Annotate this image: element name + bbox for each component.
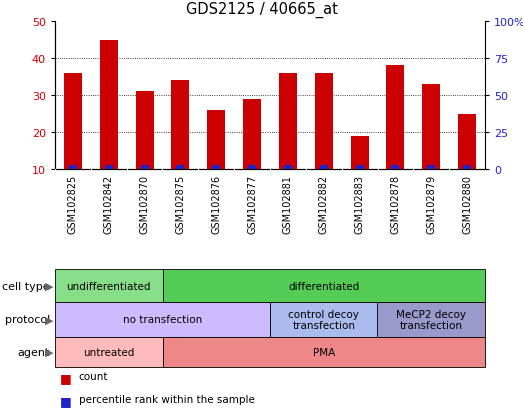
Text: GSM102880: GSM102880 <box>462 175 472 233</box>
Text: percentile rank within the sample: percentile rank within the sample <box>78 394 254 404</box>
Bar <box>55 269 163 302</box>
Bar <box>207 111 225 170</box>
Bar <box>391 165 400 170</box>
Text: agent: agent <box>17 347 50 357</box>
Text: GSM102877: GSM102877 <box>247 175 257 234</box>
Bar <box>163 269 485 302</box>
Bar <box>284 165 292 170</box>
Bar <box>458 114 476 170</box>
Text: GSM102870: GSM102870 <box>140 175 150 234</box>
Text: protocol: protocol <box>5 315 50 325</box>
Bar <box>172 81 189 170</box>
Text: GSM102878: GSM102878 <box>390 175 401 234</box>
Bar <box>243 100 261 170</box>
Text: GSM102876: GSM102876 <box>211 175 221 234</box>
Bar <box>135 92 154 170</box>
Text: count: count <box>78 371 108 381</box>
Text: GSM102883: GSM102883 <box>355 175 365 233</box>
Bar <box>176 165 185 170</box>
Text: MeCP2 decoy
transfection: MeCP2 decoy transfection <box>396 309 466 330</box>
Bar <box>55 302 270 337</box>
Text: GSM102881: GSM102881 <box>283 175 293 233</box>
Bar <box>55 337 163 367</box>
Text: undifferentiated: undifferentiated <box>66 281 151 291</box>
Bar <box>320 165 328 170</box>
Text: PMA: PMA <box>313 347 335 357</box>
Bar <box>141 165 149 170</box>
Bar <box>356 165 363 170</box>
Text: GSM102875: GSM102875 <box>175 175 186 234</box>
Text: ■: ■ <box>60 394 72 407</box>
Text: ▶: ▶ <box>46 347 54 357</box>
Bar <box>163 337 485 367</box>
Bar <box>386 66 404 170</box>
Text: no transfection: no transfection <box>123 315 202 325</box>
Text: GSM102825: GSM102825 <box>68 175 78 234</box>
Bar <box>315 74 333 170</box>
Text: ▶: ▶ <box>46 281 54 291</box>
Text: GSM102842: GSM102842 <box>104 175 113 234</box>
Text: ▶: ▶ <box>46 315 54 325</box>
Text: control decoy
transfection: control decoy transfection <box>288 309 359 330</box>
Bar <box>105 165 113 170</box>
Bar <box>64 74 82 170</box>
Bar <box>212 165 220 170</box>
Text: ■: ■ <box>60 371 72 384</box>
Text: untreated: untreated <box>83 347 134 357</box>
Text: GSM102882: GSM102882 <box>319 175 329 234</box>
Bar <box>427 165 435 170</box>
Bar <box>69 165 77 170</box>
Text: GDS2125 / 40665_at: GDS2125 / 40665_at <box>186 2 337 18</box>
Bar <box>463 165 471 170</box>
Bar <box>378 302 485 337</box>
Text: differentiated: differentiated <box>288 281 359 291</box>
Text: cell type: cell type <box>2 281 50 291</box>
Bar <box>279 74 297 170</box>
Bar <box>100 40 118 170</box>
Bar <box>422 85 440 170</box>
Text: GSM102879: GSM102879 <box>426 175 436 234</box>
Bar <box>248 165 256 170</box>
Bar <box>270 302 378 337</box>
Bar <box>350 136 369 170</box>
